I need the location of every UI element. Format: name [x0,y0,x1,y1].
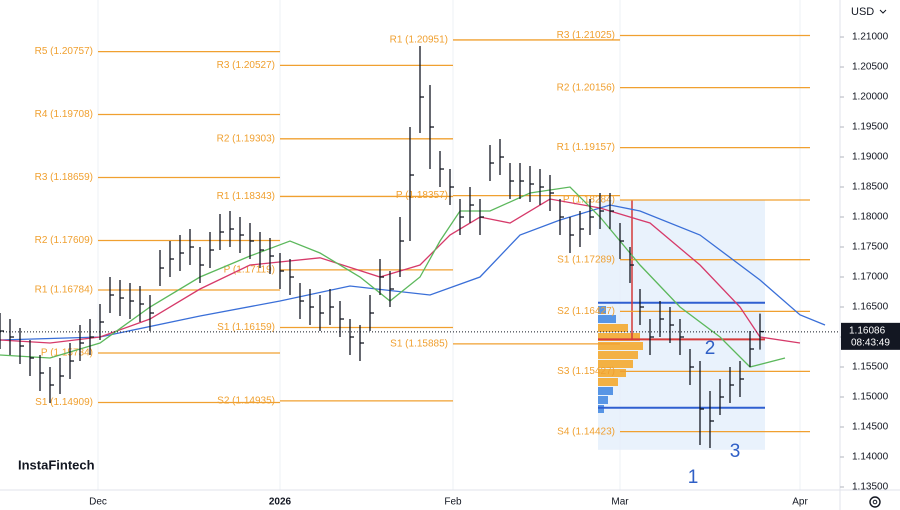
last-price-label: 1.16086 [849,325,886,336]
pivot-label: R5 (1.20757) [35,46,93,57]
profile-bar [598,333,640,342]
profile-bar [598,369,626,378]
y-tick-label: 1.17500 [852,242,889,253]
annotation: 3 [730,441,741,462]
y-tick-label: 1.21000 [852,32,889,43]
pivot-label: S1 (1.17289) [557,254,615,265]
profile-bar [598,315,616,324]
pivot-label: R3 (1.18659) [35,172,93,183]
currency[interactable]: USD [851,6,874,18]
y-tick-label: 1.16500 [852,302,889,313]
dropdown-icon[interactable] [879,9,887,14]
x-tick-label: Dec [89,497,107,508]
pivot-label: R3 (1.20527) [217,60,275,71]
settings-icon[interactable] [869,496,881,508]
y-tick-label: 1.20000 [852,92,889,103]
y-tick-label: 1.20500 [852,62,889,73]
annotation: 1 [688,467,699,488]
profile-bar [598,306,606,315]
y-tick-label: 1.14000 [852,452,889,463]
pivot-label: R2 (1.19303) [217,133,275,144]
pivot-label: S4 (1.14423) [557,426,615,437]
profile-bar [598,360,633,369]
profile-bar [598,351,638,360]
profile-bar [598,405,604,414]
y-tick-label: 1.14500 [852,422,889,433]
pivot-label: P (1.18284) [563,195,615,206]
pivot-label: S3 (1.15427) [557,366,615,377]
y-tick-label: 1.18500 [852,182,889,193]
y-tick-label: 1.13500 [852,482,889,493]
watermark: InstaFintech [18,457,95,472]
profile-bar [598,396,608,405]
countdown: 08:43:49 [851,337,890,348]
pivot-label: R1 (1.18343) [217,191,275,202]
gear[interactable] [869,496,881,508]
y-tick-label: 1.19000 [852,152,889,163]
profile-bar [598,342,643,351]
x-tick-label: Mar [611,497,629,508]
pivot-label: S2 (1.14935) [217,396,275,407]
pivot-label: R4 (1.19708) [35,109,93,120]
pivot-label: R1 (1.16784) [35,285,93,296]
y-tick-label: 1.19500 [852,122,889,133]
pivot-label: R1 (1.20951) [390,35,448,46]
y-tick-label: 1.17000 [852,272,889,283]
pivot-label: S1 (1.14909) [35,397,93,408]
pivot-label: P (1.17119) [224,265,275,276]
profile-bar [598,387,613,396]
pivot-label: R2 (1.17609) [35,235,93,246]
profile-bar [598,378,618,387]
x-tick-label: 2026 [269,497,292,508]
pivot-label: S1 (1.15885) [390,339,448,350]
pivot-label: S1 (1.16159) [217,322,275,333]
ma-line [0,186,786,368]
gear-center[interactable] [872,499,878,505]
x-tick-label: Feb [444,497,462,508]
pivot-label: R2 (1.20156) [557,82,615,93]
pivot-label: P (1.18357) [396,190,448,201]
y-tick-label: 1.15500 [852,362,889,373]
annotation: 2 [705,338,716,359]
profile-bar [598,324,628,333]
y-tick-label: 1.18000 [852,212,889,223]
plot-area: R5 (1.20757) R4 (1.19708) R3 (1.18659) R2 (… [0,0,840,490]
ma-line [0,204,826,341]
pivot-label: R3 (1.21025) [557,30,615,41]
pivot-label: R1 (1.19157) [557,142,615,153]
y-tick-label: 1.15000 [852,392,889,403]
x-tick-label: Apr [792,497,808,508]
last-price-box [841,322,900,350]
pivot-label: S2 (1.16427) [557,306,615,317]
